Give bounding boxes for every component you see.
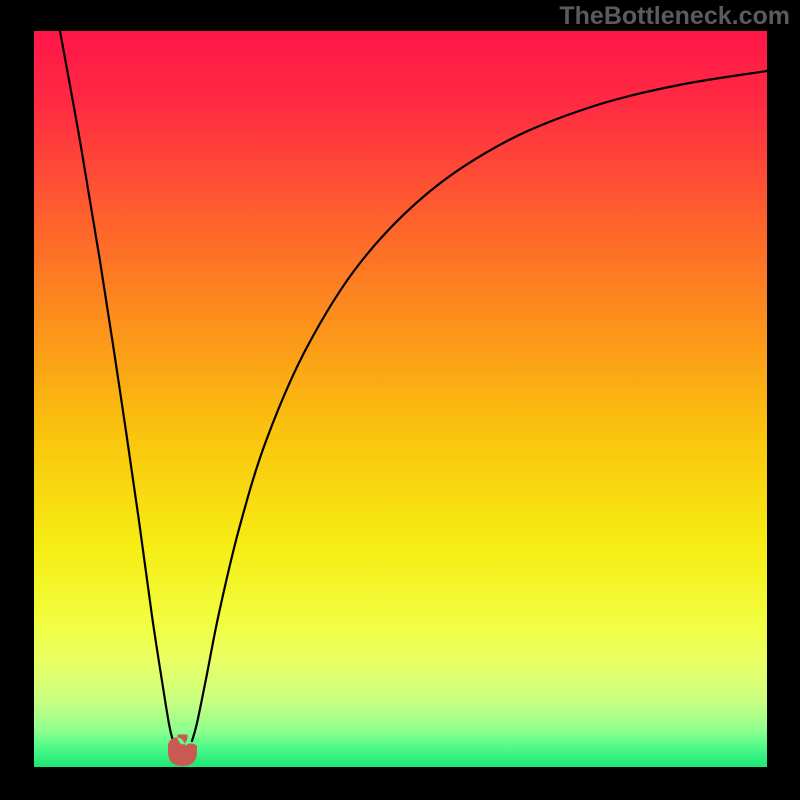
plot-background <box>34 31 767 767</box>
plot-svg <box>34 31 767 767</box>
plot-area <box>34 31 767 767</box>
chart-frame: TheBottleneck.com <box>0 0 800 800</box>
watermark-text: TheBottleneck.com <box>559 2 790 31</box>
